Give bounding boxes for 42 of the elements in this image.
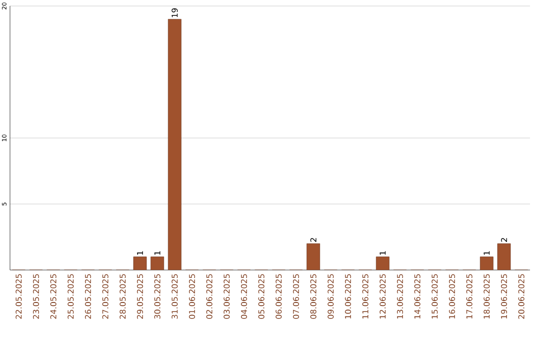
x-tick-label: 26.05.2025 bbox=[84, 274, 92, 319]
x-tick-label: 20.06.2025 bbox=[518, 274, 524, 319]
x-tick-label: 11.06.2025 bbox=[362, 274, 368, 318]
x-tick-label: 14.06.2025 bbox=[414, 274, 420, 318]
bar bbox=[150, 256, 164, 270]
bar bbox=[168, 18, 182, 270]
x-tick-label: 03.06.2025 bbox=[224, 274, 230, 319]
x-tick-label: 06.06.2025 bbox=[276, 274, 282, 319]
x-tick-label: 04.06.2025 bbox=[240, 274, 248, 319]
x-tick-label: 19.06.2025 bbox=[500, 274, 508, 318]
x-tick-label: 13.06.2025 bbox=[396, 274, 404, 318]
x-tick-label: 28.05.2025 bbox=[120, 274, 126, 319]
x-tick-label: 22.05.2025 bbox=[16, 274, 22, 319]
x-tick-label: 08.06.2025 bbox=[310, 274, 316, 319]
x-tick-label: 07.06.2025 bbox=[292, 274, 300, 319]
x-tick-label: 01.06.2025 bbox=[188, 274, 196, 319]
x-tick-label: 02.06.2025 bbox=[206, 274, 212, 319]
data-label: 1 bbox=[154, 251, 160, 255]
x-tick-label: 10.06.2025 bbox=[344, 274, 352, 318]
x-tick-label: 27.05.2025 bbox=[102, 274, 108, 319]
data-label: 1 bbox=[484, 251, 490, 255]
bar bbox=[376, 256, 390, 270]
x-tick-label: 12.06.2025 bbox=[380, 274, 386, 318]
x-tick-label: 31.05.2025 bbox=[172, 274, 178, 319]
data-label: 19 bbox=[172, 8, 178, 18]
data-label: 2 bbox=[501, 238, 507, 242]
x-tick-label: 25.05.2025 bbox=[68, 274, 74, 319]
x-tick-label: 29.05.2025 bbox=[136, 274, 144, 319]
x-tick-label: 23.05.2025 bbox=[32, 274, 40, 319]
x-tick-label: 24.05.2025 bbox=[50, 274, 56, 319]
data-label: 1 bbox=[137, 251, 143, 255]
x-tick-label: 17.06.2025 bbox=[466, 274, 472, 318]
x-tick-label: 05.06.2025 bbox=[258, 274, 264, 319]
x-tick-label: 16.06.2025 bbox=[448, 274, 456, 318]
bar bbox=[306, 243, 320, 270]
x-tick-label: 30.05.2025 bbox=[154, 274, 160, 319]
x-tick-label: 09.06.2025 bbox=[328, 274, 334, 319]
x-tick-label: 18.06.2025 bbox=[484, 274, 490, 318]
data-label: 1 bbox=[380, 251, 386, 255]
data-label: 2 bbox=[310, 238, 316, 242]
x-tick-label: 15.06.2025 bbox=[432, 274, 438, 318]
bar bbox=[480, 256, 494, 270]
